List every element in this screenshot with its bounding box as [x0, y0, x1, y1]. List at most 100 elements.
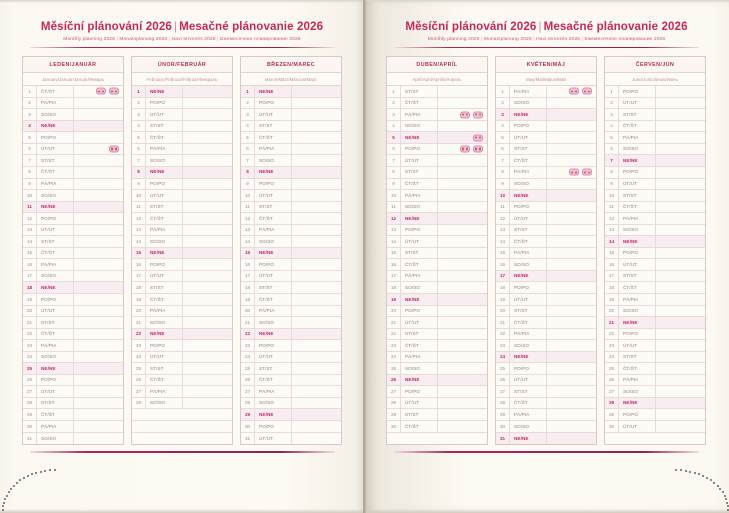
day-note-field[interactable] — [292, 225, 341, 236]
day-row[interactable]: 16 PO/PO — [132, 258, 232, 271]
day-note-field[interactable] — [292, 317, 341, 328]
day-note-field[interactable] — [656, 86, 705, 97]
day-note-field[interactable] — [656, 132, 705, 143]
day-row[interactable]: 23 SO/SO — [496, 339, 596, 352]
day-note-field[interactable] — [292, 409, 341, 420]
day-note-field[interactable] — [183, 259, 232, 270]
day-note-field[interactable] — [292, 352, 341, 363]
day-row[interactable]: 13 PO/PO — [387, 224, 487, 237]
day-row[interactable]: 6 SO/SO — [605, 143, 705, 156]
day-row[interactable]: 4 ST/ST — [132, 120, 232, 133]
day-row[interactable]: 15 ST/ST — [387, 247, 487, 260]
day-note-field[interactable] — [656, 109, 705, 120]
day-note-field[interactable] — [74, 86, 123, 97]
day-note-field[interactable] — [183, 282, 232, 293]
day-note-field[interactable] — [656, 306, 705, 317]
day-row[interactable]: 6 PÁ/PIA — [132, 143, 232, 156]
day-row[interactable]: 1 NE/NE — [132, 85, 232, 98]
day-note-field[interactable] — [438, 248, 487, 259]
day-row[interactable]: 20 PÁ/PIA — [241, 305, 341, 318]
day-row[interactable]: 28 ČT/ŠT — [496, 397, 596, 410]
day-row[interactable]: 19 PÁ/PIA — [605, 293, 705, 306]
day-row[interactable]: 29 ST/ST — [387, 408, 487, 422]
day-row[interactable] — [132, 409, 232, 422]
day-row[interactable]: 11 ČT/ŠT — [605, 201, 705, 214]
day-note-field[interactable] — [438, 190, 487, 201]
day-row[interactable]: 27 ST/ST — [496, 385, 596, 398]
day-row[interactable]: 12 ČT/ŠT — [241, 212, 341, 225]
day-row[interactable]: 20 SO/SO — [605, 305, 705, 318]
day-note-field[interactable] — [74, 271, 123, 282]
day-row[interactable]: 15 PÁ/PIA — [496, 247, 596, 260]
day-note-field[interactable] — [438, 202, 487, 213]
day-row[interactable]: 7 SO/SO — [241, 154, 341, 167]
day-note-field[interactable] — [74, 202, 123, 213]
day-row[interactable] — [387, 433, 487, 445]
day-row[interactable]: 3 ÚT/UT — [241, 108, 341, 121]
day-note-field[interactable] — [656, 409, 705, 420]
day-row[interactable]: 2 PO/PO — [132, 97, 232, 110]
day-note-field[interactable] — [74, 386, 123, 397]
day-note-field[interactable] — [547, 375, 596, 386]
day-row[interactable]: 3 ÚT/UT — [132, 108, 232, 121]
day-row[interactable]: 17 NE/NE — [496, 270, 596, 283]
day-note-field[interactable] — [292, 132, 341, 143]
day-note-field[interactable] — [656, 259, 705, 270]
day-row[interactable]: 30 ÚT/UT — [605, 420, 705, 433]
day-row[interactable]: 26 ÚT/UT — [496, 374, 596, 387]
day-row[interactable]: 17 ST/ST — [605, 270, 705, 283]
day-row[interactable]: 8 PO/PO — [605, 166, 705, 179]
day-note-field[interactable] — [74, 248, 123, 259]
day-note-field[interactable] — [292, 271, 341, 282]
day-row[interactable]: 27 PO/PO — [387, 385, 487, 398]
day-row[interactable]: 8 NE/NE — [241, 166, 341, 179]
day-note-field[interactable] — [74, 121, 123, 132]
day-note-field[interactable] — [656, 375, 705, 386]
day-note-field[interactable] — [656, 190, 705, 201]
day-note-field[interactable] — [547, 121, 596, 132]
day-note-field[interactable] — [547, 294, 596, 305]
day-note-field[interactable] — [438, 340, 487, 351]
day-row[interactable]: 16 SO/SO — [496, 258, 596, 271]
day-note-field[interactable] — [438, 386, 487, 397]
day-note-field[interactable] — [74, 398, 123, 409]
day-row[interactable]: 10 NE/NE — [496, 189, 596, 202]
day-note-field[interactable] — [656, 155, 705, 166]
day-note-field[interactable] — [292, 144, 341, 155]
day-note-field[interactable] — [438, 352, 487, 363]
day-row[interactable]: 6 PO/PO — [387, 143, 487, 156]
day-note-field[interactable] — [183, 155, 232, 166]
day-note-field[interactable] — [547, 433, 596, 445]
day-row[interactable]: 18 PO/PO — [496, 281, 596, 294]
day-row[interactable] — [132, 421, 232, 433]
day-row[interactable]: 26 PO/PO — [23, 374, 123, 387]
day-row[interactable]: 24 ÚT/UT — [132, 351, 232, 364]
day-note-field[interactable] — [292, 167, 341, 178]
day-note-field[interactable] — [74, 179, 123, 190]
day-row[interactable]: 31 SO/SO — [23, 432, 123, 445]
day-row[interactable]: 13 SO/SO — [605, 224, 705, 237]
day-row[interactable]: 22 PÁ/PIA — [496, 328, 596, 341]
day-row[interactable]: 1 NE/NE — [241, 85, 341, 98]
day-note-field[interactable] — [183, 375, 232, 386]
day-row[interactable]: 24 ÚT/UT — [241, 351, 341, 364]
day-note-field[interactable] — [438, 225, 487, 236]
day-note-field[interactable] — [547, 363, 596, 374]
day-note-field[interactable] — [656, 352, 705, 363]
day-row[interactable]: 17 PÁ/PIA — [387, 270, 487, 283]
day-note-field[interactable] — [438, 363, 487, 374]
day-row[interactable]: 14 SO/SO — [132, 235, 232, 248]
day-note-field[interactable] — [292, 421, 341, 432]
day-note-field[interactable] — [183, 317, 232, 328]
day-note-field[interactable] — [656, 98, 705, 109]
day-note-field[interactable] — [438, 167, 487, 178]
day-note-field[interactable] — [656, 202, 705, 213]
day-row[interactable]: 23 ÚT/UT — [605, 339, 705, 352]
day-row[interactable]: 21 SO/SO — [241, 316, 341, 329]
day-row[interactable]: 18 ST/ST — [241, 281, 341, 294]
day-note-field[interactable] — [438, 421, 487, 432]
day-note-field[interactable] — [547, 132, 596, 143]
day-note-field[interactable] — [438, 409, 487, 420]
day-row[interactable]: 3 ST/ST — [605, 108, 705, 121]
day-note-field[interactable] — [183, 386, 232, 397]
